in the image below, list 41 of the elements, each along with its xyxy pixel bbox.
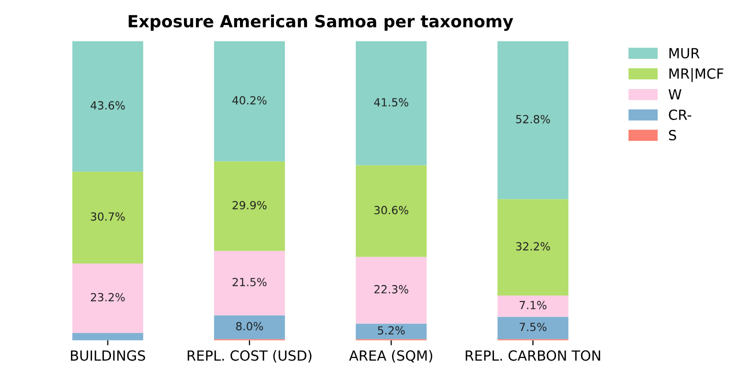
bar — [498, 41, 568, 200]
bar — [356, 165, 427, 257]
legend-label: MUR — [669, 48, 700, 58]
x-tick-label: REPL. CARBON TON — [466, 350, 600, 361]
bar — [356, 324, 427, 340]
data-label: 23.2% — [90, 292, 125, 302]
data-label: 7.1% — [520, 300, 546, 310]
bar — [356, 41, 427, 166]
bar — [214, 250, 285, 316]
legend-label: CR- — [668, 110, 692, 120]
data-label: 21.5% — [232, 278, 267, 286]
bar — [214, 41, 285, 162]
data-label: 52.8% — [516, 114, 550, 124]
data-label: 5.2% — [378, 326, 405, 335]
chart-title: Exposure American Samoa per taxonomy — [128, 14, 514, 31]
data-label: 32.2% — [516, 242, 550, 251]
data-label: 7.5% — [520, 322, 546, 332]
x-tick-label: REPL. COST (USD) — [188, 350, 312, 362]
data-label: 30.7% — [90, 212, 125, 221]
bar — [72, 263, 144, 333]
data-label: 29.9% — [232, 200, 267, 210]
bar — [214, 161, 285, 251]
bar — [72, 172, 144, 264]
data-label: 43.6% — [90, 101, 125, 110]
bar — [72, 41, 144, 172]
data-label: 22.3% — [374, 285, 408, 294]
bar — [356, 256, 427, 324]
legend-label: W — [668, 89, 682, 100]
x-tick-label: AREA (SQM) — [349, 350, 432, 362]
legend-label: MR|MCF — [669, 68, 724, 82]
bar — [214, 315, 285, 340]
data-label: 8.0% — [236, 322, 263, 330]
data-label: 41.5% — [374, 98, 408, 106]
legend-label: S — [669, 130, 676, 140]
bar — [498, 199, 568, 296]
bar — [498, 316, 568, 340]
bar — [72, 332, 144, 340]
x-tick-label: BUILDINGS — [70, 350, 146, 361]
data-label: 40.2% — [232, 96, 267, 105]
bar — [498, 295, 568, 317]
data-label: 30.6% — [374, 206, 408, 214]
